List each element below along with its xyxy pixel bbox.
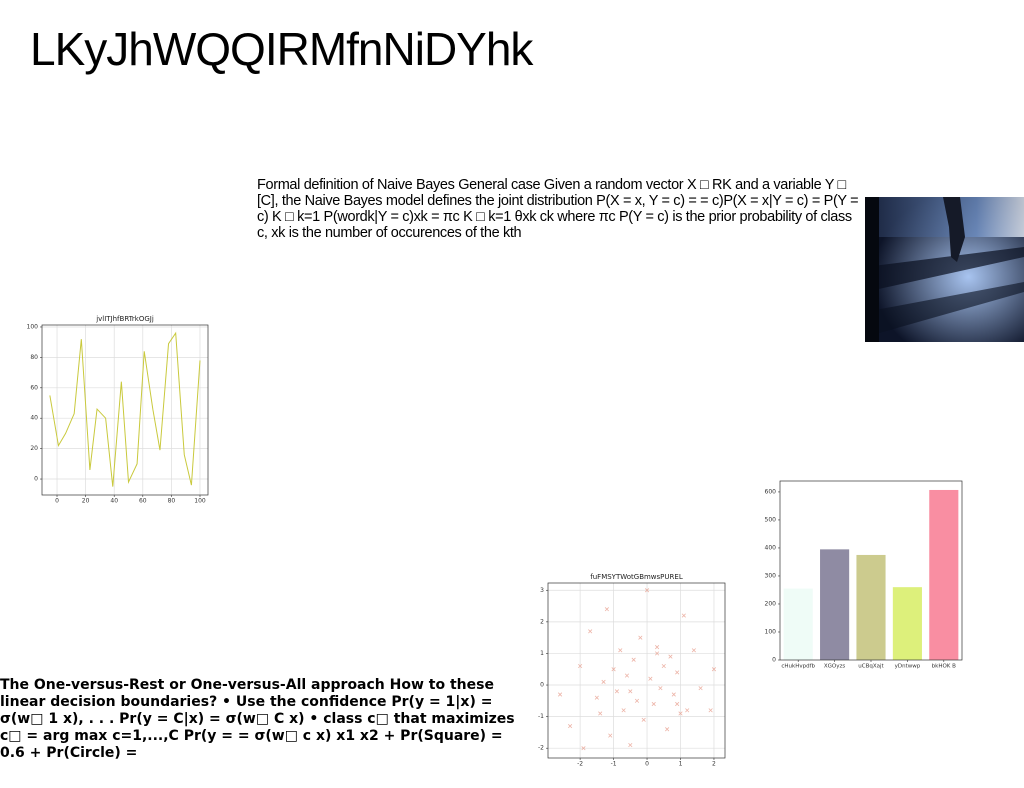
point	[614, 689, 620, 694]
point	[631, 657, 636, 662]
x-tick-label: -2	[577, 761, 583, 768]
footer-text: The One-versus-Rest or One-versus-All ap…	[0, 677, 515, 761]
bar	[820, 549, 850, 660]
point	[644, 588, 650, 593]
y-tick-label: 60	[30, 384, 38, 391]
point	[654, 651, 660, 656]
point	[621, 708, 626, 713]
point	[634, 698, 640, 703]
photo-figure	[943, 197, 965, 262]
x-tick-label: 60	[139, 498, 147, 505]
y-tick-label: 100	[27, 323, 39, 330]
y-tick-label: 0	[772, 657, 776, 664]
point	[661, 663, 666, 669]
point	[628, 689, 633, 694]
plot-frame	[547, 582, 726, 759]
y-tick-label: 400	[765, 544, 777, 551]
y-tick-label: 200	[765, 600, 777, 607]
bar	[783, 588, 813, 660]
x-tick-label: 100	[194, 498, 206, 505]
point	[568, 724, 573, 729]
y-tick-label: 100	[765, 628, 777, 635]
point	[708, 708, 713, 713]
point	[618, 648, 623, 653]
y-tick-label: -2	[538, 745, 544, 752]
point	[624, 673, 630, 678]
x-tick-label: 20	[82, 498, 90, 505]
x-tick-label: 2	[712, 761, 716, 768]
point	[641, 717, 646, 722]
point	[638, 635, 643, 640]
x-tick-label: 1	[679, 761, 683, 768]
bar	[892, 587, 922, 660]
x-tick-label: uCBqXajt	[858, 664, 884, 670]
bar	[929, 489, 959, 660]
point	[611, 667, 616, 672]
plot-frame	[779, 480, 963, 661]
y-tick-label: 3	[540, 587, 544, 594]
x-tick-label: 0	[645, 761, 649, 768]
y-tick-label: 2	[540, 618, 544, 625]
x-tick-label: yDntwwp	[895, 664, 921, 670]
point	[675, 670, 680, 675]
y-tick-label: 80	[30, 354, 38, 361]
page-title: LKyJhWQQIRMfnNiDYhk	[30, 23, 533, 75]
plot-frame	[41, 324, 209, 496]
point	[601, 679, 606, 684]
line	[49, 331, 201, 487]
point	[691, 648, 696, 653]
x-tick-label: 40	[110, 498, 118, 505]
y-tick-label: 300	[765, 572, 777, 579]
point	[651, 701, 656, 707]
bar	[856, 554, 886, 660]
point	[698, 686, 703, 691]
point	[581, 746, 586, 751]
photo-shadow	[865, 282, 1024, 337]
point	[678, 711, 683, 716]
point	[588, 629, 593, 634]
point	[658, 686, 663, 691]
point	[578, 663, 583, 669]
photo-shadow	[865, 247, 1024, 292]
y-tick-label: 1	[540, 650, 544, 657]
point	[598, 711, 603, 716]
point	[628, 742, 633, 748]
point	[654, 645, 660, 650]
x-tick-label: 80	[168, 498, 176, 505]
y-tick-label: -1	[538, 713, 544, 720]
point	[604, 607, 609, 612]
y-tick-label: 500	[765, 516, 777, 523]
y-tick-label: 40	[30, 415, 38, 422]
point	[668, 654, 673, 659]
point	[675, 701, 680, 707]
y-tick-label: 0	[540, 682, 544, 689]
x-tick-label: bkHOK B	[932, 664, 956, 670]
point	[608, 733, 613, 738]
y-tick-label: 600	[765, 488, 777, 495]
point	[557, 692, 563, 697]
photo	[865, 197, 1024, 342]
point	[681, 613, 686, 618]
x-tick-label: 0	[55, 498, 59, 505]
photo-post	[865, 197, 879, 342]
point	[711, 667, 717, 672]
x-tick-label: cHukHvpdfb	[781, 664, 815, 670]
y-tick-label: 20	[30, 445, 38, 452]
point	[665, 727, 670, 732]
paragraph: Formal definition of Naive Bayes General…	[257, 177, 859, 241]
x-tick-label: XGOyzs	[824, 664, 846, 670]
chart-title: fuFMSYTWotGBmwsPUREL	[590, 573, 683, 581]
chart-title: jvlITJhfBRTrkOGJj	[95, 315, 154, 323]
point	[648, 676, 653, 681]
point	[594, 695, 599, 700]
point	[685, 708, 690, 713]
point	[671, 692, 676, 697]
x-tick-label: -1	[611, 761, 617, 768]
y-tick-label: 0	[34, 476, 38, 483]
